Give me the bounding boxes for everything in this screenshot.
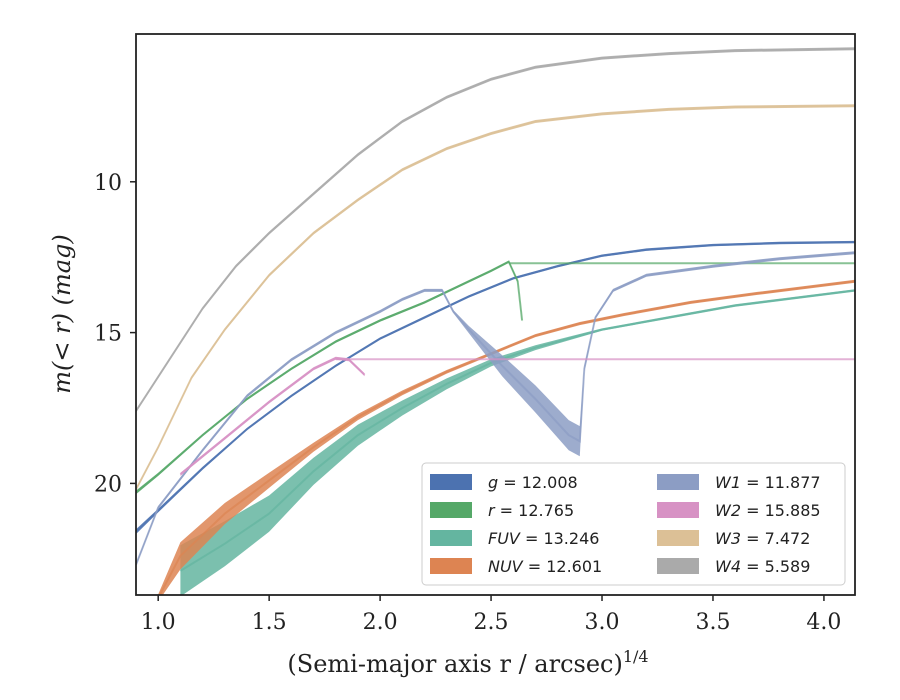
legend-series-name: r bbox=[488, 501, 496, 520]
legend-equals: = bbox=[741, 473, 765, 492]
legend-label-w1: W1 = 11.877 bbox=[715, 473, 821, 492]
y-tick-label: 20 bbox=[94, 472, 122, 497]
legend-series-name: FUV bbox=[488, 529, 521, 548]
legend-equals: = bbox=[520, 529, 544, 548]
legend-swatch-g bbox=[430, 474, 472, 490]
x-axis-title-sup: 1/4 bbox=[623, 647, 649, 666]
legend-label-w2: W2 = 15.885 bbox=[715, 501, 821, 520]
legend-label-w3: W3 = 7.472 bbox=[715, 529, 810, 548]
x-tick-label: 3.5 bbox=[695, 610, 730, 635]
x-tick-label: 3.0 bbox=[585, 610, 620, 635]
legend-series-value: 12.601 bbox=[546, 557, 602, 576]
legend-swatch-w4 bbox=[657, 558, 699, 574]
legend-label-fuv: FUV = 13.246 bbox=[488, 529, 599, 548]
x-axis-title-main: (Semi-major axis r / arcsec) bbox=[287, 650, 622, 678]
series-w3 bbox=[136, 104, 855, 491]
legend-series-value: 5.589 bbox=[765, 557, 811, 576]
y-tick-label: 10 bbox=[94, 171, 122, 196]
series-layer bbox=[136, 47, 855, 595]
series-w2 bbox=[179, 356, 855, 476]
series-r bbox=[136, 260, 855, 495]
legend-equals: = bbox=[498, 473, 522, 492]
legend-series-name: W4 bbox=[715, 557, 741, 576]
plot-frame bbox=[135, 33, 856, 596]
x-tick-label: 2.0 bbox=[363, 610, 398, 635]
legend-series-name: NUV bbox=[488, 557, 524, 576]
legend-series-value: 12.008 bbox=[522, 473, 578, 492]
legend-series-name: W3 bbox=[715, 529, 741, 548]
legend-label-w4: W4 = 5.589 bbox=[715, 557, 810, 576]
legend-series-value: 11.877 bbox=[765, 473, 821, 492]
series-line-w4 bbox=[136, 47, 855, 412]
y-axis-title: m(< r) (mag) bbox=[48, 234, 76, 393]
legend-series-value: 12.765 bbox=[518, 501, 574, 520]
legend-swatch-w2 bbox=[657, 502, 699, 518]
y-axis: 10 15 20 bbox=[94, 171, 136, 497]
legend-label-r: r = 12.765 bbox=[488, 501, 574, 520]
x-axis: 1.0 1.5 2.0 2.5 3.0 3.5 4.0 bbox=[141, 595, 841, 635]
legend-swatch-w3 bbox=[657, 530, 699, 546]
legend-series-name: W2 bbox=[715, 501, 741, 520]
legend: g = 12.008 r = 12.765 FUV = 13.246 NUV = 12… bbox=[421, 462, 846, 586]
legend-label-nuv: NUV = 12.601 bbox=[488, 557, 602, 576]
series-w1 bbox=[136, 251, 855, 567]
legend-equals: = bbox=[741, 557, 765, 576]
series-line-nuv bbox=[158, 280, 855, 595]
series-line-w3 bbox=[136, 104, 855, 490]
x-axis-title: (Semi-major axis r / arcsec)1/4 bbox=[287, 647, 648, 678]
series-w4 bbox=[136, 47, 855, 413]
series-nuv bbox=[157, 279, 855, 595]
legend-series-value: 15.885 bbox=[765, 501, 821, 520]
series-line-r bbox=[136, 260, 524, 494]
series-line-g bbox=[136, 241, 855, 533]
legend-series-value: 13.246 bbox=[543, 529, 599, 548]
legend-swatch-nuv bbox=[430, 558, 472, 574]
series-line-fuv bbox=[179, 289, 855, 572]
legend-equals: = bbox=[741, 501, 765, 520]
legend-series-name: g bbox=[488, 473, 498, 492]
legend-swatch-r bbox=[430, 502, 472, 518]
series-line-w1 bbox=[136, 251, 855, 566]
legend-series-value: 7.472 bbox=[765, 529, 811, 548]
series-fuv bbox=[179, 289, 855, 595]
legend-swatch-w1 bbox=[657, 474, 699, 490]
series-g bbox=[136, 240, 855, 535]
legend-label-g: g = 12.008 bbox=[488, 473, 578, 492]
legend-equals: = bbox=[495, 501, 519, 520]
legend-series-name: W1 bbox=[715, 473, 741, 492]
x-tick-label: 2.5 bbox=[474, 610, 509, 635]
y-tick-label: 15 bbox=[94, 322, 122, 347]
legend-equals: = bbox=[523, 557, 547, 576]
x-tick-label: 1.0 bbox=[141, 610, 176, 635]
legend-swatch-fuv bbox=[430, 530, 472, 546]
legend-equals: = bbox=[741, 529, 765, 548]
x-tick-label: 4.0 bbox=[806, 610, 841, 635]
legend-box bbox=[421, 462, 846, 586]
x-tick-label: 1.5 bbox=[252, 610, 287, 635]
